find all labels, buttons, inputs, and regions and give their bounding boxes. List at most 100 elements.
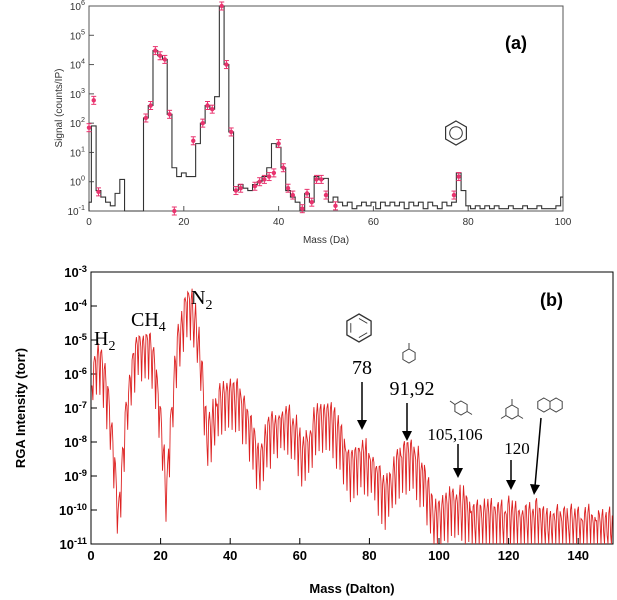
label-h2: H2 [94, 328, 115, 354]
panel-b-x-axis-label: Mass (Dalton) [309, 581, 394, 596]
panel-b-x-tick-label: 140 [567, 548, 589, 563]
toluene-icon [402, 343, 416, 364]
panel-b: 0 20 40 60 80 100 120 140 10-1110-1010-910-810-… [13, 264, 614, 596]
panel-a: 0 20 40 60 80 100 10-1 100 101 102 103 104 105 106 M… [54, 0, 572, 246]
panel-a-y-tick-label: 102 [70, 115, 85, 130]
panel-a-data-point [314, 174, 320, 184]
panel-a-data-point [86, 123, 92, 133]
panel-b-x-tick-label: 100 [428, 548, 450, 563]
panel-b-x-tick-label: 80 [362, 548, 376, 563]
panel-a-data-point [276, 139, 282, 149]
panel-b-label: (b) [540, 290, 563, 310]
panel-a-data-point [152, 46, 158, 56]
panel-a-data-point [95, 187, 101, 197]
panel-b-y-tick-label: 10-11 [60, 536, 87, 552]
panel-b-x-tick-label: 120 [498, 548, 520, 563]
panel-a-plot-frame [88, 5, 564, 212]
panel-a-data-point [238, 183, 244, 193]
panel-a-data-point [162, 54, 168, 64]
panel-a-x-tick-labels: 0 20 40 60 80 100 [86, 217, 572, 228]
panel-a-data-point [299, 204, 305, 214]
panel-b-y-tick-label: 10-8 [64, 434, 87, 450]
panel-a-y-tick-label: 105 [70, 27, 85, 42]
panel-a-data-point [148, 101, 154, 111]
panel-a-data-point [290, 190, 296, 200]
panel-a-data-point [143, 113, 149, 123]
panel-a-data-point [205, 101, 210, 111]
label-mass-120: 120 [504, 439, 530, 458]
panel-a-data-point [233, 186, 239, 196]
panel-a-data-point [280, 163, 286, 173]
panel-a-data-point [332, 201, 338, 211]
mesitylene-icon [500, 399, 524, 420]
panel-b-y-tick-label: 10-4 [64, 298, 88, 314]
benzene-icon-b [346, 313, 372, 343]
panel-a-data-point [190, 136, 196, 146]
panel-a-y-tick-label: 10-1 [67, 203, 85, 218]
arrow-105 [453, 444, 463, 478]
panel-a-y-tick-label: 106 [70, 0, 85, 13]
panel-a-y-tick-label: 101 [70, 144, 85, 159]
panel-a-data-point [451, 190, 457, 200]
panel-a-data-point [91, 95, 97, 105]
panel-b-y-tick-labels: 10-11 10-10 10-9 10-8 10-7 10-6 10-5 10-4 10-3 [59, 264, 88, 552]
panel-a-data-point [223, 60, 229, 70]
panel-a-x-tick-label: 40 [273, 217, 285, 228]
panel-a-data-point [228, 127, 234, 137]
panel-b-ticks [90, 271, 579, 545]
panel-b-y-tick-label: 10-9 [64, 468, 87, 484]
panel-b-y-tick-label: 10-6 [64, 366, 87, 382]
naphthalene-icon [537, 397, 563, 413]
panel-a-data-point [271, 168, 277, 178]
panel-b-plot-frame [90, 271, 614, 545]
panel-b-y-tick-label: 10-10 [59, 502, 87, 518]
panel-a-y-tick-label: 103 [70, 86, 85, 101]
panel-a-data-point [318, 174, 324, 184]
panel-b-y-tick-label: 10-7 [64, 400, 87, 416]
panel-a-data-point [252, 181, 258, 191]
panel-a-data-point [257, 177, 263, 187]
annotation-arrows [357, 382, 542, 495]
panel-a-ticks [88, 5, 564, 212]
panel-a-x-tick-label: 80 [463, 217, 475, 228]
panel-b-y-axis-label: RGA Intensity (torr) [13, 348, 28, 468]
label-mass-91-92: 91,92 [390, 378, 435, 400]
arrow-128 [530, 417, 542, 495]
panel-b-rga-trace [91, 288, 613, 545]
arrow-91 [402, 403, 412, 441]
panel-b-y-tick-label: 10-5 [64, 332, 87, 348]
panel-a-y-tick-label: 100 [70, 174, 85, 189]
arrow-78 [357, 382, 367, 430]
panel-b-x-tick-labels: 0 20 40 60 80 100 120 140 [87, 548, 589, 563]
panel-a-data-point [167, 109, 173, 119]
panel-a-data-point [261, 174, 267, 184]
panel-a-x-tick-label: 20 [178, 217, 190, 228]
panel-b-x-tick-label: 60 [293, 548, 307, 563]
panel-a-points [86, 1, 462, 216]
panel-a-series [88, 5, 563, 212]
panel-a-label: (a) [505, 33, 527, 53]
panel-a-y-tick-labels: 10-1 100 101 102 103 104 105 106 [67, 0, 85, 218]
panel-b-y-tick-label: 10-3 [64, 264, 87, 280]
panel-a-x-tick-label: 0 [86, 217, 92, 228]
benzene-icon-a [445, 120, 467, 146]
panel-a-data-point [323, 190, 329, 200]
arrow-120 [506, 460, 516, 490]
panel-b-x-tick-label: 40 [223, 548, 237, 563]
panel-a-data-point [456, 172, 462, 182]
label-mass-105-106: 105,106 [427, 425, 482, 444]
label-n2: N2 [191, 287, 212, 313]
panel-a-x-tick-label: 60 [368, 217, 380, 228]
panel-a-data-point [171, 206, 177, 216]
panel-b-x-tick-label: 20 [153, 548, 167, 563]
panel-a-signal-trace [88, 5, 563, 212]
xylene-icon [449, 400, 473, 416]
panel-a-data-point [304, 188, 310, 198]
panel-a-x-tick-label: 100 [555, 217, 572, 228]
panel-a-data-point [157, 51, 163, 61]
panel-a-y-axis-label: Signal (counts/IP) [54, 69, 65, 148]
panel-a-data-point [285, 183, 291, 193]
label-ch4: CH4 [131, 309, 166, 335]
panel-a-data-point [309, 197, 315, 207]
